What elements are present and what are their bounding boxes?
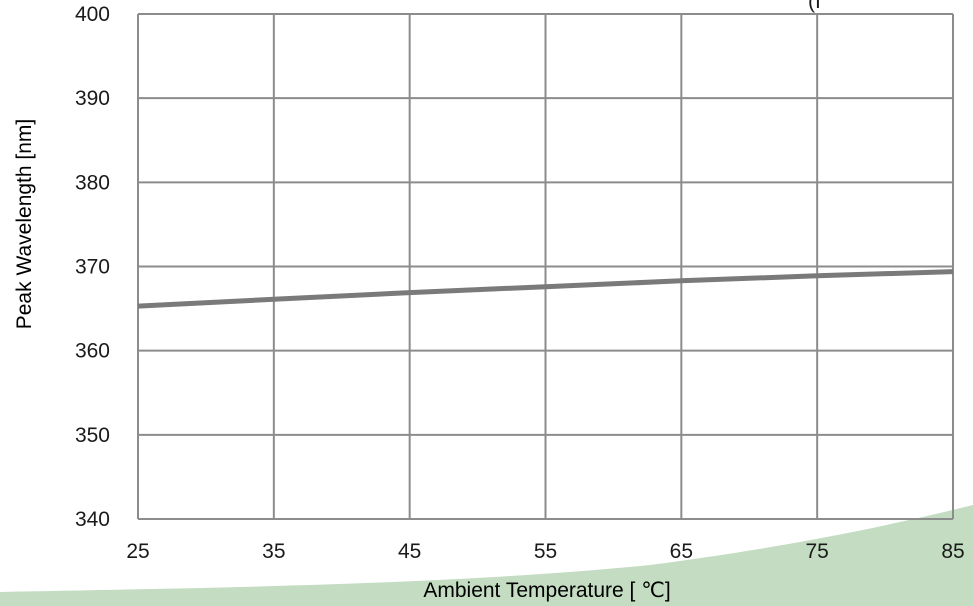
- y-tick-labels: 340 350 360 370 380 390 400: [75, 3, 110, 531]
- x-tick-label: 55: [534, 540, 557, 563]
- x-tick-label: 35: [262, 540, 285, 563]
- y-tick-label: 360: [75, 340, 110, 363]
- decorative-band: [0, 505, 973, 606]
- x-tick-labels: 25 35 45 55 65 75 85: [126, 540, 964, 563]
- x-tick-label: 85: [941, 540, 964, 563]
- grid: [137, 13, 954, 520]
- x-tick-label: 65: [670, 540, 693, 563]
- x-axis-title: Ambient Temperature [ ℃]: [423, 579, 670, 602]
- x-tick-label: 45: [398, 540, 421, 563]
- corner-text: (I: [808, 0, 821, 13]
- series-layer: [137, 269, 954, 309]
- y-tick-label: 340: [75, 508, 110, 531]
- y-tick-label: 400: [75, 3, 110, 26]
- y-tick-label: 380: [75, 171, 110, 194]
- y-tick-label: 370: [75, 256, 110, 279]
- x-tick-label: 25: [126, 540, 149, 563]
- y-axis-title: Peak Wavelength [nm]: [13, 119, 36, 330]
- series-line: [137, 269, 954, 309]
- y-tick-label: 390: [75, 87, 110, 110]
- x-tick-label: 75: [805, 540, 828, 563]
- y-tick-label: 350: [75, 424, 110, 447]
